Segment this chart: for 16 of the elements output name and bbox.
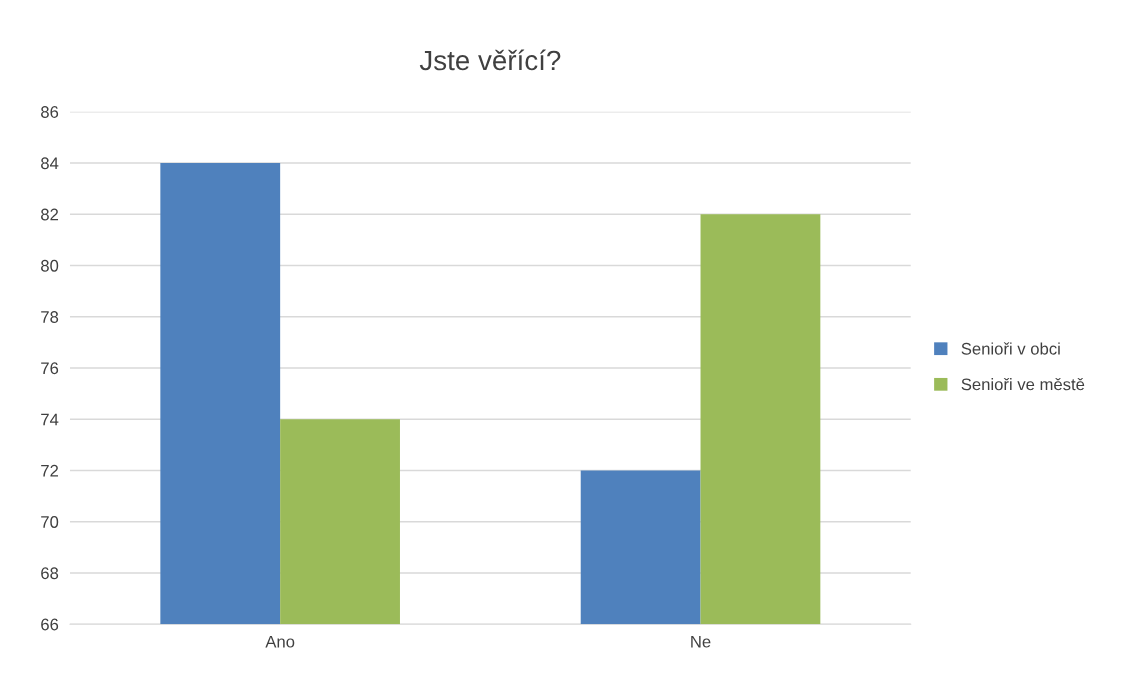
y-tick-label: 68	[41, 567, 59, 580]
y-tick-label: 84	[41, 157, 59, 170]
x-tick-label: Ne	[691, 635, 711, 648]
legend-label: Senioři ve městě	[961, 377, 1085, 391]
y-tick-label: 80	[41, 259, 59, 272]
y-tick-label: 66	[41, 618, 59, 631]
chart-title: Jste věřící?	[419, 49, 561, 71]
y-tick-label: 78	[41, 311, 59, 323]
y-tick-label: 72	[41, 464, 59, 477]
legend-label: Senioři v obci	[961, 342, 1060, 355]
y-tick-label: 86	[41, 106, 59, 118]
y-tick-label: 76	[41, 362, 59, 375]
y-tick-label: 74	[41, 413, 59, 426]
y-tick-label: 70	[41, 516, 59, 528]
x-tick-label: Ano	[265, 635, 295, 648]
y-tick-label: 82	[41, 208, 59, 221]
